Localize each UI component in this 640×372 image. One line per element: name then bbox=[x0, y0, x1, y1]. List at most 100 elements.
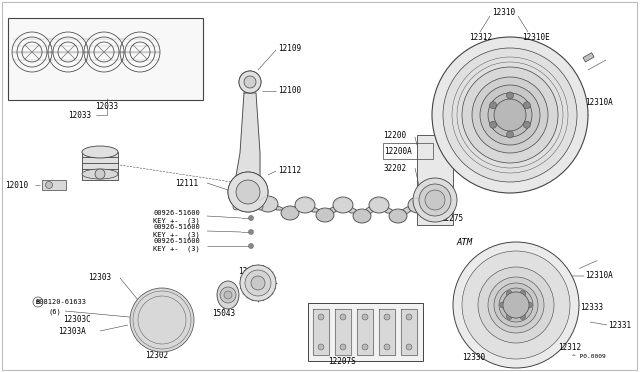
Text: 12033: 12033 bbox=[68, 110, 91, 119]
Circle shape bbox=[506, 314, 513, 320]
Circle shape bbox=[95, 169, 105, 179]
Text: 12207S: 12207S bbox=[328, 357, 356, 366]
Text: 12331: 12331 bbox=[608, 321, 631, 330]
Circle shape bbox=[136, 294, 188, 346]
Circle shape bbox=[472, 77, 548, 153]
Circle shape bbox=[45, 182, 52, 189]
Polygon shape bbox=[357, 309, 373, 355]
Text: 12302: 12302 bbox=[145, 350, 168, 359]
Text: 12100: 12100 bbox=[278, 86, 301, 94]
Circle shape bbox=[244, 76, 256, 88]
Text: 12310E: 12310E bbox=[522, 32, 550, 42]
Text: 12200A: 12200A bbox=[384, 147, 412, 155]
Bar bbox=[8, 18, 203, 100]
Circle shape bbox=[318, 344, 324, 350]
Circle shape bbox=[500, 302, 506, 308]
Ellipse shape bbox=[82, 169, 118, 179]
Ellipse shape bbox=[353, 209, 371, 223]
Circle shape bbox=[248, 230, 253, 234]
Circle shape bbox=[506, 92, 513, 99]
Ellipse shape bbox=[389, 209, 407, 223]
Text: 12010: 12010 bbox=[5, 180, 28, 189]
Text: 12310A: 12310A bbox=[585, 97, 612, 106]
Text: 12303C: 12303C bbox=[63, 315, 91, 324]
Circle shape bbox=[406, 314, 412, 320]
Circle shape bbox=[224, 291, 232, 299]
Circle shape bbox=[499, 288, 533, 322]
Circle shape bbox=[318, 314, 324, 320]
Circle shape bbox=[425, 190, 445, 210]
Circle shape bbox=[239, 71, 261, 93]
Text: 00926-51600: 00926-51600 bbox=[153, 224, 200, 230]
Circle shape bbox=[228, 172, 268, 212]
Text: 12275: 12275 bbox=[440, 214, 463, 222]
Circle shape bbox=[130, 288, 194, 352]
Text: 12200: 12200 bbox=[383, 131, 406, 140]
Circle shape bbox=[228, 172, 268, 212]
Bar bbox=[82, 152, 118, 180]
Text: 12109: 12109 bbox=[278, 44, 301, 52]
Circle shape bbox=[480, 85, 540, 145]
Circle shape bbox=[406, 344, 412, 350]
Bar bbox=[148, 342, 160, 347]
Circle shape bbox=[236, 180, 260, 204]
Circle shape bbox=[248, 215, 253, 221]
Text: (6): (6) bbox=[48, 309, 61, 315]
Text: 00926-51600: 00926-51600 bbox=[153, 238, 200, 244]
Polygon shape bbox=[285, 207, 305, 213]
Text: KEY +-  (3): KEY +- (3) bbox=[153, 246, 200, 252]
Circle shape bbox=[142, 300, 182, 340]
Text: B: B bbox=[35, 299, 39, 305]
Ellipse shape bbox=[333, 197, 353, 213]
Ellipse shape bbox=[258, 196, 278, 212]
Polygon shape bbox=[335, 309, 351, 355]
Circle shape bbox=[494, 283, 538, 327]
Bar bbox=[417, 135, 453, 225]
Circle shape bbox=[248, 244, 253, 248]
Text: 12310A: 12310A bbox=[585, 270, 612, 279]
Text: 12303: 12303 bbox=[88, 273, 111, 282]
Circle shape bbox=[154, 312, 170, 328]
Ellipse shape bbox=[408, 197, 428, 213]
Polygon shape bbox=[338, 205, 361, 213]
Polygon shape bbox=[320, 207, 343, 215]
Text: 12111: 12111 bbox=[175, 179, 198, 187]
Circle shape bbox=[478, 267, 554, 343]
Text: ATM: ATM bbox=[456, 237, 472, 247]
Circle shape bbox=[503, 292, 529, 318]
Circle shape bbox=[488, 277, 544, 333]
Circle shape bbox=[413, 178, 457, 222]
Text: ^ P0.0009: ^ P0.0009 bbox=[572, 355, 605, 359]
Circle shape bbox=[233, 204, 239, 210]
Circle shape bbox=[240, 265, 276, 301]
Circle shape bbox=[490, 102, 497, 109]
Circle shape bbox=[520, 291, 525, 296]
Text: KEY +-  (3): KEY +- (3) bbox=[153, 232, 200, 238]
Circle shape bbox=[494, 99, 526, 131]
Text: 32202: 32202 bbox=[384, 164, 407, 173]
Polygon shape bbox=[236, 93, 260, 176]
Circle shape bbox=[462, 67, 558, 163]
Circle shape bbox=[384, 314, 390, 320]
Ellipse shape bbox=[369, 197, 389, 213]
Bar bbox=[383, 143, 433, 159]
Ellipse shape bbox=[82, 146, 118, 158]
Polygon shape bbox=[379, 309, 395, 355]
Circle shape bbox=[244, 76, 256, 88]
Text: KEY +-  (3): KEY +- (3) bbox=[153, 218, 200, 224]
Circle shape bbox=[453, 242, 579, 368]
Circle shape bbox=[506, 291, 513, 296]
Bar bbox=[308, 303, 423, 361]
Circle shape bbox=[340, 344, 346, 350]
Circle shape bbox=[506, 131, 513, 138]
Ellipse shape bbox=[217, 281, 239, 309]
Circle shape bbox=[520, 314, 525, 320]
Text: 12303A: 12303A bbox=[58, 327, 86, 337]
Polygon shape bbox=[313, 309, 329, 355]
Bar bbox=[583, 53, 594, 62]
Circle shape bbox=[362, 314, 368, 320]
Text: 12312: 12312 bbox=[469, 32, 492, 42]
Circle shape bbox=[239, 71, 261, 93]
Circle shape bbox=[490, 121, 497, 128]
Circle shape bbox=[220, 287, 236, 303]
